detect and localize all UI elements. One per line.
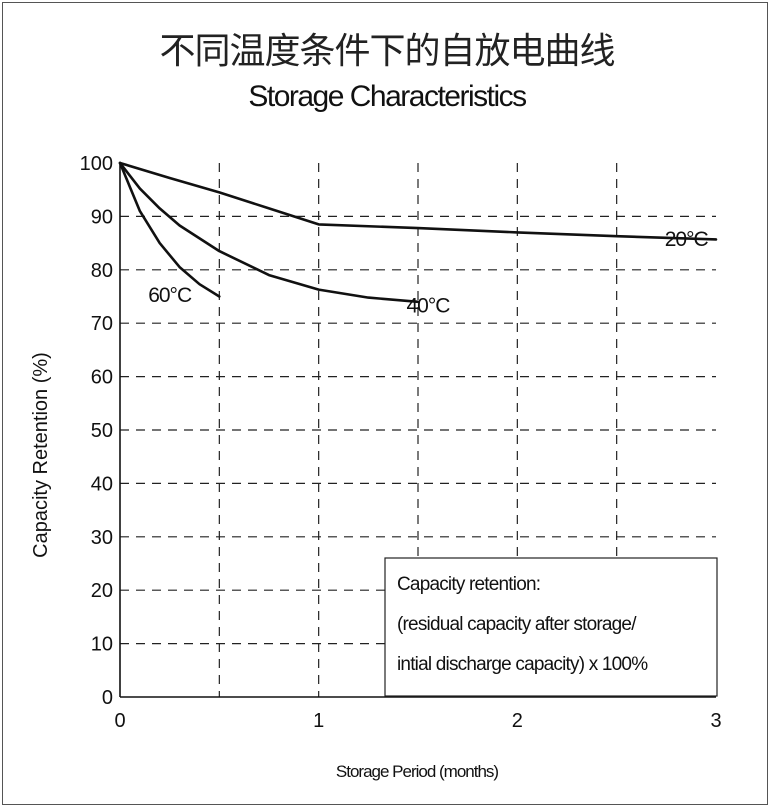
series-line-40°C xyxy=(118,161,420,304)
series-label: 20°C xyxy=(665,228,709,251)
y-tick-label: 0 xyxy=(102,687,113,709)
x-tick-label: 1 xyxy=(313,710,324,732)
y-axis-title: Capacity Retention (%) xyxy=(30,352,52,558)
x-axis-title: Storage Period (months) xyxy=(336,762,499,781)
x-tick-label: 2 xyxy=(512,710,523,732)
y-tick-label: 10 xyxy=(91,634,113,656)
series-label: 60°C xyxy=(148,284,192,307)
y-tick-label: 90 xyxy=(91,206,113,228)
x-tick-label: 3 xyxy=(710,710,721,732)
note-box: Capacity retention: (residual capacity a… xyxy=(384,557,718,697)
x-tick-labels: 0 1 2 3 xyxy=(114,710,721,732)
series-line-20°C xyxy=(118,161,718,241)
series-labels: 20°C 40°C 60°C xyxy=(148,228,709,318)
y-tick-label: 20 xyxy=(91,580,113,602)
y-tick-label: 30 xyxy=(91,527,113,549)
y-tick-label: 40 xyxy=(91,473,113,495)
note-line-2: (residual capacity after storage/ xyxy=(397,614,637,635)
y-tick-label: 100 xyxy=(80,153,113,175)
y-tick-label: 80 xyxy=(91,260,113,282)
x-tick-label: 0 xyxy=(114,710,125,732)
series-label: 40°C xyxy=(406,295,450,318)
note-line-3: intial discharge capacity) x 100% xyxy=(397,654,648,675)
chart-frame xyxy=(2,2,768,805)
series-lines xyxy=(118,161,718,304)
y-tick-label: 70 xyxy=(91,313,113,335)
y-tick-labels: 0 10 20 30 40 50 60 70 80 90 100 xyxy=(80,153,113,709)
axes xyxy=(119,163,716,698)
note-line-1: Capacity retention: xyxy=(397,574,540,595)
y-tick-label: 60 xyxy=(91,367,113,389)
chart-title: Storage Characteristics xyxy=(248,80,527,113)
chart-title-chinese: 不同温度条件下的自放电曲线 xyxy=(159,31,615,72)
series-line-60°C xyxy=(118,161,221,298)
y-tick-label: 50 xyxy=(91,420,113,442)
